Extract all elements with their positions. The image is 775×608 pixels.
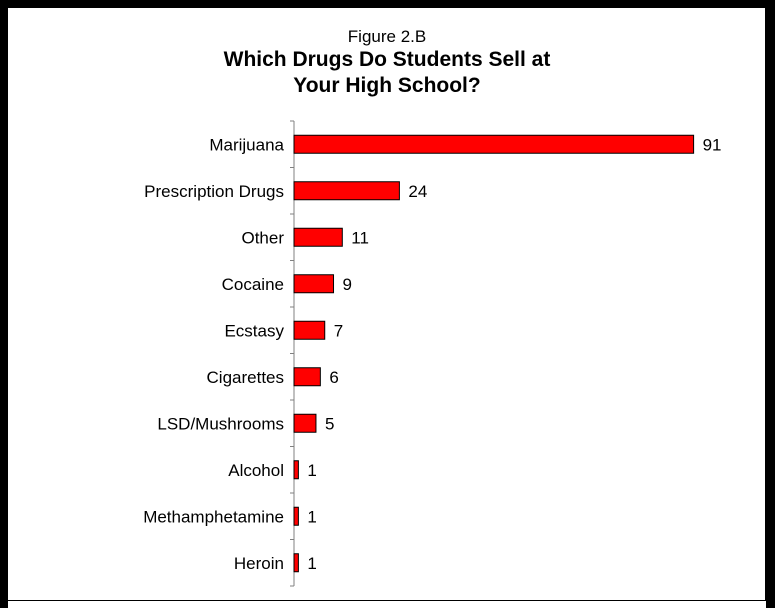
category-label: Ecstasy bbox=[224, 321, 284, 340]
category-label: LSD/Mushrooms bbox=[157, 414, 284, 433]
bar-marijuana bbox=[293, 134, 695, 154]
data-label: 1 bbox=[307, 461, 316, 480]
data-label: 91 bbox=[703, 135, 722, 154]
data-label: 24 bbox=[408, 182, 427, 201]
category-label: Marijuana bbox=[209, 135, 284, 154]
bar-heroin bbox=[293, 553, 299, 573]
chart-title-line-1: Which Drugs Do Students Sell at bbox=[223, 48, 551, 71]
bar-alcohol bbox=[293, 460, 299, 480]
bar-methamphetamine bbox=[293, 506, 299, 526]
bar-cocaine bbox=[293, 274, 335, 294]
data-label: 5 bbox=[325, 414, 334, 433]
category-label: Prescription Drugs bbox=[144, 182, 284, 201]
data-label: 1 bbox=[307, 507, 316, 526]
data-label: 7 bbox=[334, 321, 343, 340]
chart-title-line-2: Your High School? bbox=[293, 74, 481, 97]
category-label: Alcohol bbox=[228, 461, 284, 480]
data-label: 1 bbox=[307, 554, 316, 573]
data-label: 9 bbox=[343, 275, 352, 294]
chart-frame: Figure 2.B Which Drugs Do Students Sell … bbox=[8, 8, 766, 608]
category-label: Methamphetamine bbox=[143, 507, 284, 526]
bar-other bbox=[293, 227, 343, 247]
category-label: Cigarettes bbox=[207, 368, 284, 387]
bar-prescription-drugs bbox=[293, 181, 400, 201]
bar-cigarettes bbox=[293, 367, 321, 387]
bar-lsd-mushrooms bbox=[293, 413, 317, 433]
category-label: Other bbox=[241, 228, 284, 247]
bar-ecstasy bbox=[293, 320, 326, 340]
category-label: Cocaine bbox=[222, 275, 284, 294]
data-label: 11 bbox=[351, 228, 369, 247]
category-label: Heroin bbox=[234, 554, 284, 573]
figure-label: Figure 2.B bbox=[347, 27, 427, 46]
data-label: 6 bbox=[329, 368, 338, 387]
